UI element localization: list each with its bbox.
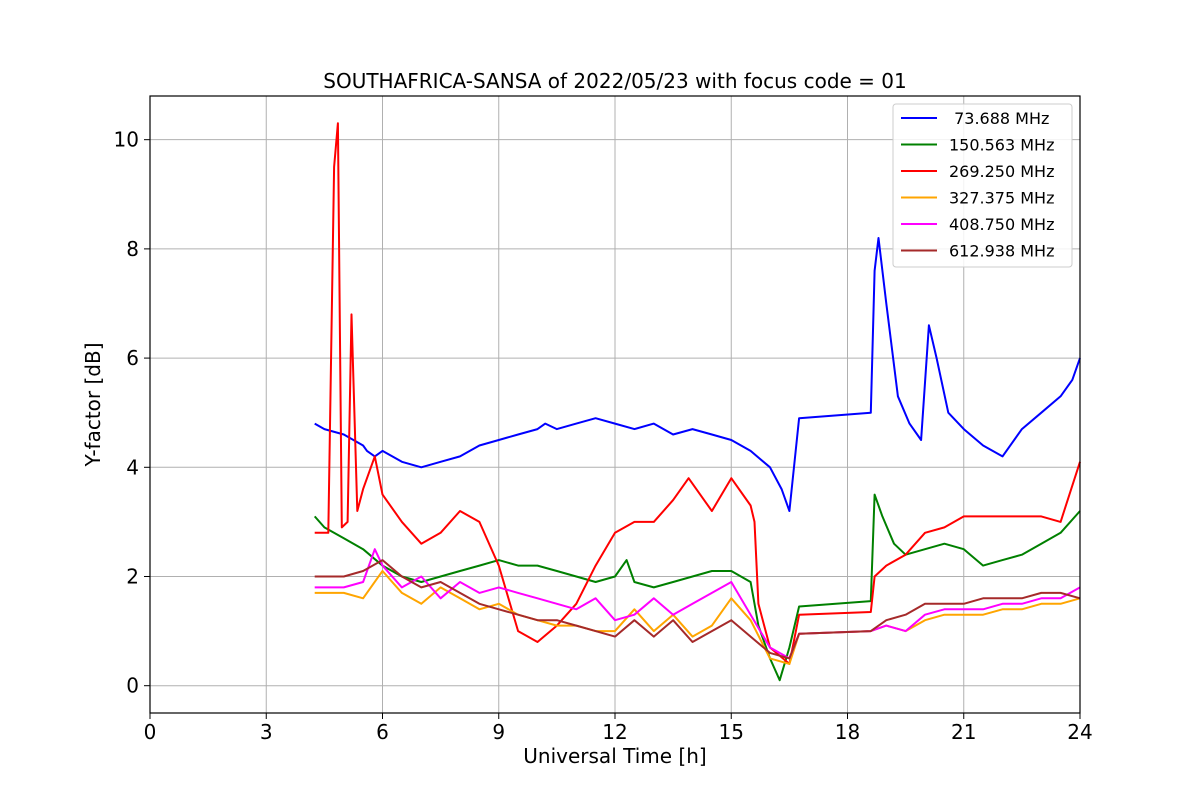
- x-tick-label: 15: [719, 720, 744, 744]
- series-line-3: [314, 122, 1081, 665]
- x-tick-label: 21: [951, 720, 976, 744]
- legend-entry-label: 269.250 MHz: [949, 162, 1054, 181]
- x-tick-label: 9: [492, 720, 505, 744]
- legend-entry-label: 327.375 MHz: [949, 189, 1054, 208]
- series-line-1: [314, 237, 1081, 512]
- y-axis-label: Y-factor [dB]: [81, 342, 105, 467]
- x-tick-label: 12: [602, 720, 627, 744]
- x-tick-label: 0: [144, 720, 157, 744]
- y-tick-label: 8: [126, 237, 139, 261]
- legend-entry-label: 612.938 MHz: [949, 242, 1054, 261]
- legend-entry-label: 408.750 MHz: [949, 215, 1054, 234]
- legend-entry-label: 150.563 MHz: [949, 136, 1054, 155]
- chart-title: SOUTHAFRICA-SANSA of 2022/05/23 with foc…: [323, 69, 907, 93]
- legend-entry-label: 73.688 MHz: [949, 109, 1049, 128]
- legend-box: [892, 103, 1073, 268]
- x-tick-label: 24: [1067, 720, 1092, 744]
- y-tick-label: 0: [126, 674, 139, 698]
- data-series-layer: [313, 122, 1081, 682]
- x-axis-label: Universal Time [h]: [523, 744, 706, 768]
- x-tick-label: 3: [260, 720, 273, 744]
- series-line-6: [314, 559, 1081, 660]
- x-tick-label: 6: [376, 720, 389, 744]
- x-tick-label: 18: [835, 720, 860, 744]
- y-tick-label: 6: [126, 346, 139, 370]
- y-tick-label: 2: [126, 564, 139, 588]
- legend: 73.688 MHz 150.563 MHz 269.250 MHz 327.375 …: [892, 103, 1073, 268]
- y-tick-label: 10: [114, 128, 139, 152]
- series-line-2: [313, 493, 1081, 682]
- y-tick-label: 4: [126, 455, 139, 479]
